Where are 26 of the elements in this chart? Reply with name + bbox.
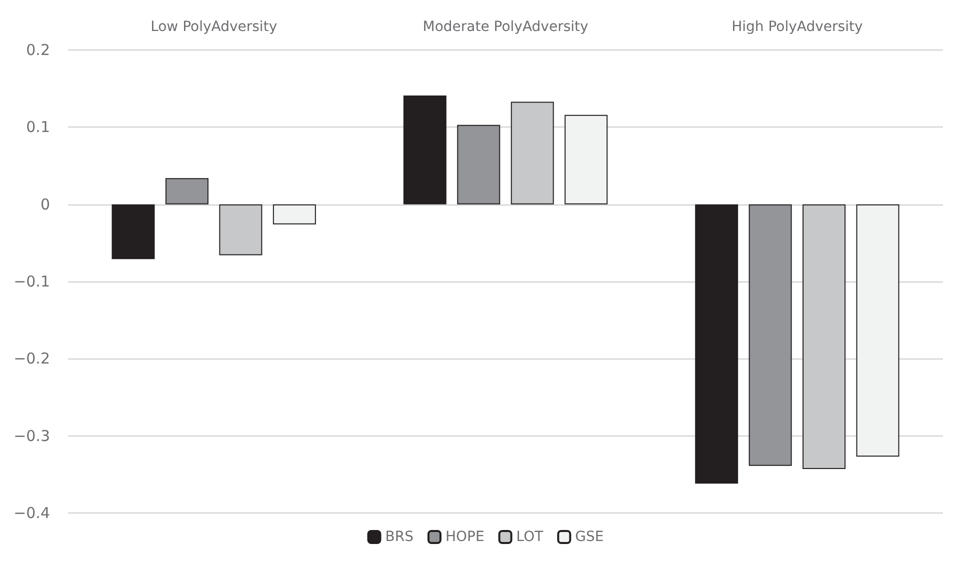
y-tick-label: −0.1 xyxy=(14,272,50,290)
y-tick-label: −0.2 xyxy=(14,350,50,368)
x-tick-label: Moderate PolyAdversity xyxy=(422,19,588,35)
bar xyxy=(219,204,262,256)
y-tick-label: 0.1 xyxy=(26,118,50,136)
bar xyxy=(564,114,608,204)
y-tick-label: 0 xyxy=(40,195,50,214)
legend-label: HOPE xyxy=(445,529,484,545)
y-tick-label: −0.3 xyxy=(14,426,50,445)
bar xyxy=(457,124,500,204)
bar xyxy=(403,96,446,204)
bar xyxy=(112,204,155,260)
x-tick-label: Low PolyAdversity xyxy=(150,19,278,35)
bar xyxy=(802,204,846,470)
bar xyxy=(856,204,900,457)
legend-label: LOT xyxy=(516,529,544,545)
bar xyxy=(165,178,208,204)
bar xyxy=(695,204,738,484)
bar xyxy=(748,204,792,466)
y-tick-label: 0.2 xyxy=(26,41,50,59)
bar xyxy=(510,102,554,204)
x-tick-label: High PolyAdversity xyxy=(732,19,863,35)
legend-label: GSE xyxy=(575,529,604,545)
bar xyxy=(272,204,316,224)
y-tick-label: −0.4 xyxy=(14,504,50,522)
legend-label: BRS xyxy=(385,529,414,545)
